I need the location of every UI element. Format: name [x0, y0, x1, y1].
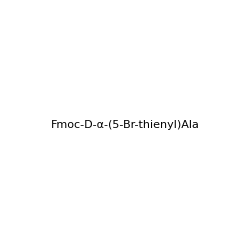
Text: Fmoc-D-α-(5-Br-thienyl)Ala: Fmoc-D-α-(5-Br-thienyl)Ala [50, 120, 200, 130]
